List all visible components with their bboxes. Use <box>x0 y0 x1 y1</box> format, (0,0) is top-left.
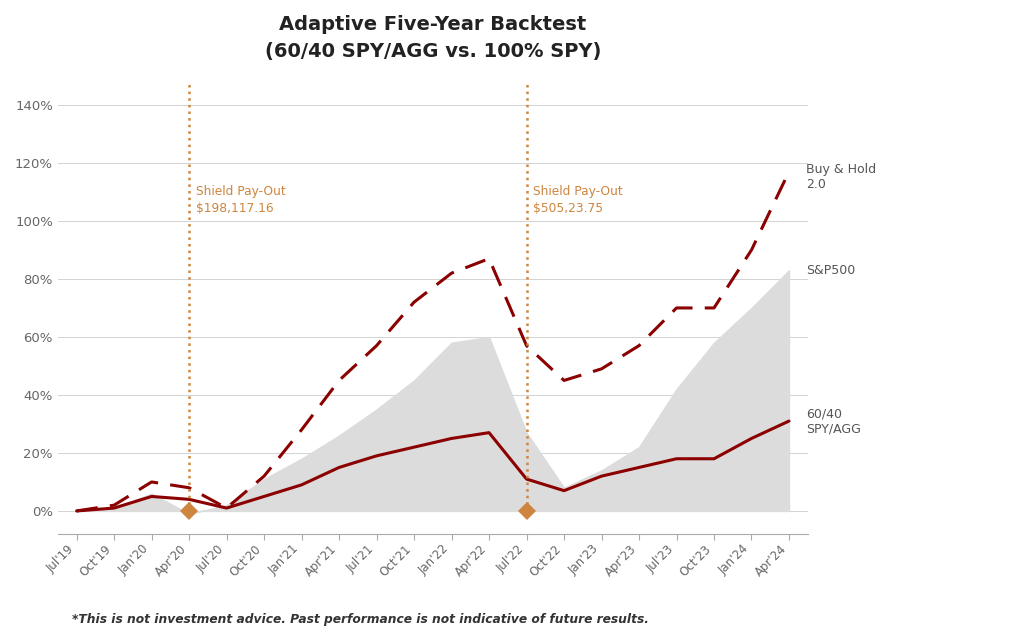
Title: Adaptive Five-Year Backtest
(60/40 SPY/AGG vs. 100% SPY): Adaptive Five-Year Backtest (60/40 SPY/A… <box>264 15 601 61</box>
Text: Buy & Hold
2.0: Buy & Hold 2.0 <box>806 164 876 191</box>
Text: Shield Pay-Out
$198,117.16: Shield Pay-Out $198,117.16 <box>196 185 286 215</box>
Text: Shield Pay-Out
$505,23.75: Shield Pay-Out $505,23.75 <box>534 185 623 215</box>
Text: S&P500: S&P500 <box>806 264 855 277</box>
Text: *This is not investment advice. Past performance is not indicative of future res: *This is not investment advice. Past per… <box>72 612 648 626</box>
Text: 60/40
SPY/AGG: 60/40 SPY/AGG <box>806 407 861 435</box>
